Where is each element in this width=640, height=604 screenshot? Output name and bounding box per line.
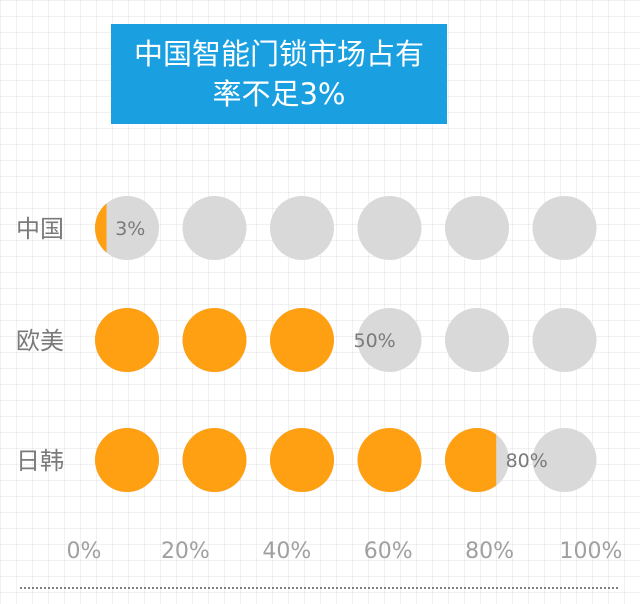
dot-empty: [532, 428, 597, 492]
x-tick-label: 60%: [364, 539, 413, 564]
dot-partial: [445, 428, 497, 492]
dot-empty: [445, 196, 509, 260]
value-label: 80%: [506, 450, 548, 472]
dot-empty: [182, 196, 247, 260]
dot-filled: [95, 308, 159, 372]
dot-empty: [532, 196, 597, 260]
value-label: 3%: [115, 218, 145, 240]
dot-filled: [357, 428, 422, 492]
dot-empty: [357, 308, 422, 372]
dot-empty: [95, 196, 159, 260]
value-label: 50%: [354, 330, 396, 352]
dots-layer: [95, 196, 597, 492]
dot-filled: [95, 428, 159, 492]
x-tick-label: 100%: [560, 539, 623, 564]
category-label: 欧美: [16, 327, 64, 355]
chart-title-box: 中国智能门锁市场占有率不足3%: [111, 24, 447, 124]
dot-empty: [357, 196, 422, 260]
x-tick-label: 0%: [67, 539, 102, 564]
dot-filled: [182, 308, 247, 372]
dot-empty: [445, 308, 509, 372]
x-tick-label: 20%: [161, 539, 210, 564]
labels-layer: 中国 3% 欧美 50% 日韩 80% 0% 20% 40% 60% 80% 100%: [16, 215, 622, 564]
dot-empty: [270, 196, 334, 260]
chart-title: 中国智能门锁市场占有率不足3%: [133, 37, 424, 111]
category-label: 日韩: [16, 447, 64, 475]
x-tick-label: 80%: [465, 539, 514, 564]
dot-filled: [182, 428, 247, 492]
dot-partial: [95, 203, 107, 253]
dot-partial: [270, 308, 334, 372]
x-tick-label: 40%: [262, 539, 311, 564]
category-label: 中国: [16, 215, 64, 243]
dot-filled: [270, 428, 334, 492]
dot-empty: [532, 308, 597, 372]
